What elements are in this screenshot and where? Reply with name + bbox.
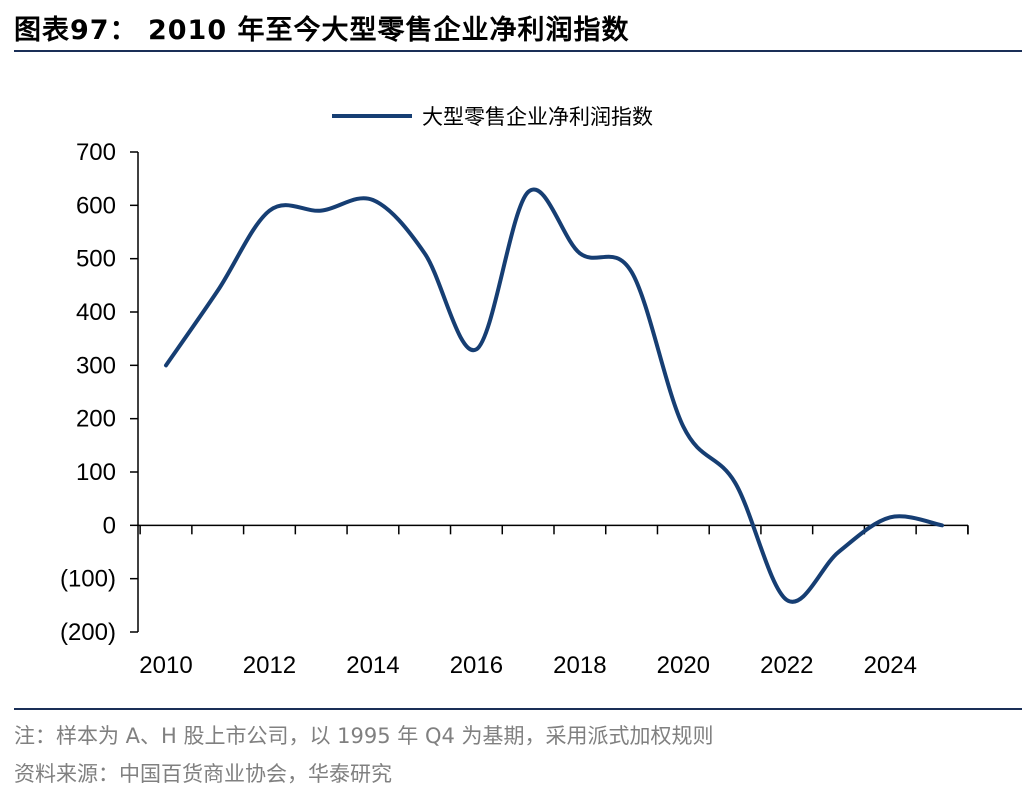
- data-point: [733, 481, 737, 485]
- y-tick-label: (100): [60, 566, 116, 593]
- data-point: [630, 270, 634, 274]
- x-tick-label: 2016: [450, 652, 503, 679]
- x-tick-label: 2022: [760, 652, 813, 679]
- y-tick-label: 200: [76, 406, 116, 433]
- data-point: [423, 251, 427, 255]
- footnote: 注：样本为 A、H 股上市公司，以 1995 年 Q4 为基期，采用派式加权规则: [14, 724, 714, 748]
- x-tick-label: 2010: [139, 652, 192, 679]
- y-tick-label: 500: [76, 246, 116, 273]
- x-tick-label: 2020: [657, 652, 710, 679]
- y-tick-label: (200): [60, 619, 116, 646]
- y-axis-ticks: (200) (100) 0 100 200 300 400 500 600 700: [60, 139, 138, 646]
- y-tick-label: 0: [103, 512, 116, 539]
- series-line: [164, 187, 944, 604]
- top-rule: [14, 50, 1022, 52]
- data-point: [319, 209, 323, 213]
- data-point: [785, 598, 789, 602]
- line-chart: 大型零售企业净利润指数 (200) (100) 0 100 200 300 400 500 60…: [60, 105, 969, 679]
- data-point: [164, 363, 168, 367]
- data-point: [940, 523, 944, 527]
- y-tick-label: 300: [76, 352, 116, 379]
- data-point: [216, 289, 220, 293]
- figure-title: 图表97： 2010 年至今大型零售企业净利润指数: [14, 15, 630, 46]
- legend-label: 大型零售企业净利润指数: [422, 105, 653, 129]
- source-note: 资料来源：中国百货商业协会，华泰研究: [14, 762, 392, 786]
- data-point: [526, 190, 530, 194]
- x-axis-ticks: 2010 2012 2014 2016 2018 2020 2022 2024: [139, 525, 969, 679]
- x-tick-label: 2018: [553, 652, 606, 679]
- axes: [137, 152, 968, 632]
- y-tick-label: 400: [76, 299, 116, 326]
- legend: 大型零售企业净利润指数: [332, 105, 653, 129]
- x-tick-label: 2014: [346, 652, 399, 679]
- series-group: [164, 187, 944, 604]
- data-point: [371, 198, 375, 202]
- data-point: [888, 515, 892, 519]
- data-point: [837, 550, 841, 554]
- y-tick-label: 600: [76, 192, 116, 219]
- y-tick-label: 100: [76, 459, 116, 486]
- x-tick-label: 2012: [243, 652, 296, 679]
- bottom-rule: [14, 708, 1022, 710]
- data-point: [681, 425, 685, 429]
- y-tick-label: 700: [76, 139, 116, 166]
- data-point: [474, 347, 478, 351]
- data-point: [578, 251, 582, 255]
- data-point: [267, 209, 271, 213]
- x-tick-label: 2024: [864, 652, 917, 679]
